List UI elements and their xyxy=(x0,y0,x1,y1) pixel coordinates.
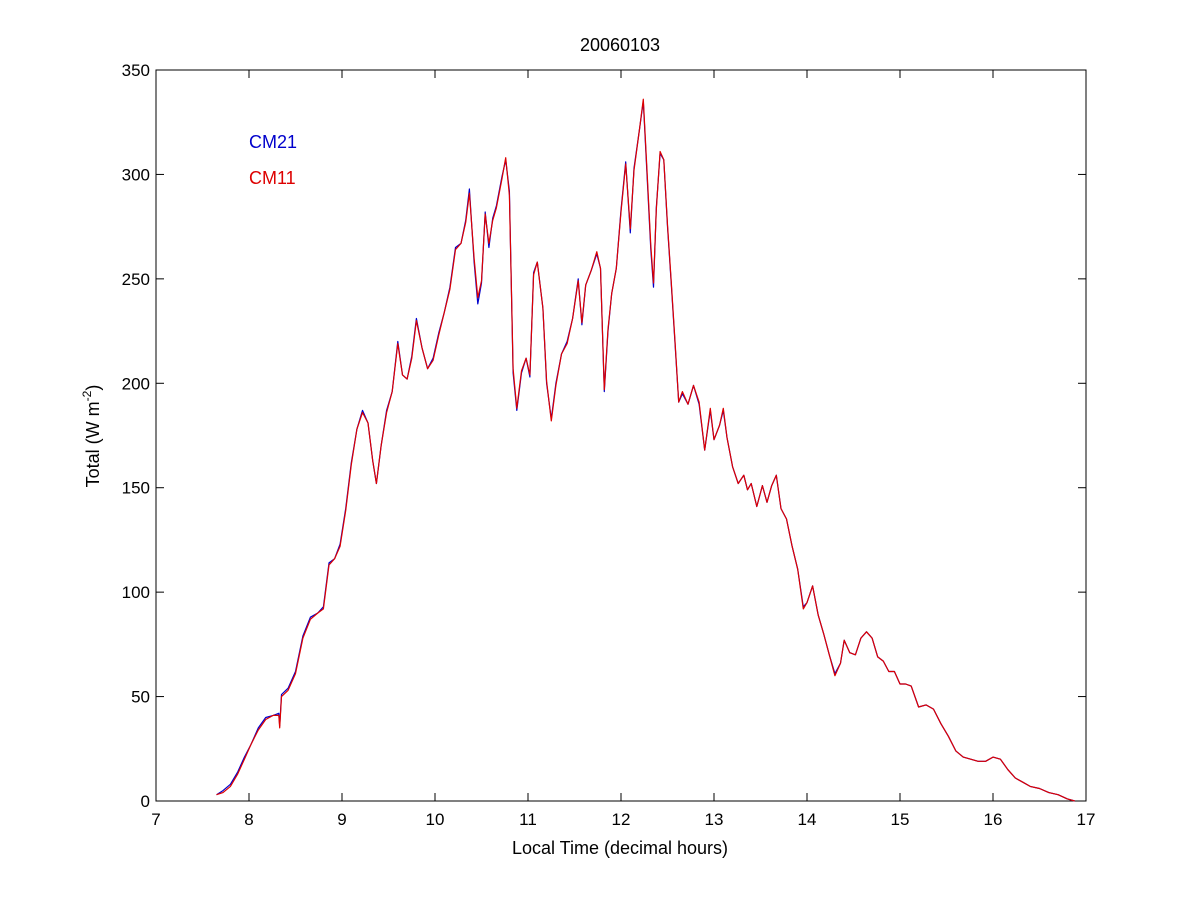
series-layer xyxy=(216,98,1075,802)
x-tick-label: 14 xyxy=(798,810,817,829)
x-axis-ticks: 7 8 9 10 11 12 13 14 15 16 17 xyxy=(151,70,1095,829)
x-tick-label: 16 xyxy=(984,810,1003,829)
y-axis-label-close: ) xyxy=(83,385,103,391)
x-tick-label: 7 xyxy=(151,810,160,829)
y-tick-label: 100 xyxy=(122,583,150,602)
x-axis-label: Local Time (decimal hours) xyxy=(512,838,728,858)
x-tick-label: 15 xyxy=(891,810,910,829)
y-axis-label-superscript: -2 xyxy=(80,390,94,401)
legend-entry-cm21: CM21 xyxy=(249,132,297,152)
y-tick-label: 300 xyxy=(122,165,150,184)
y-tick-label: 200 xyxy=(122,374,150,393)
x-tick-label: 13 xyxy=(705,810,724,829)
x-tick-label: 10 xyxy=(426,810,445,829)
x-tick-label: 9 xyxy=(337,810,346,829)
y-axis-ticks: 0 50 100 150 200 250 300 350 xyxy=(122,61,1086,811)
y-tick-label: 50 xyxy=(131,688,150,707)
x-tick-label: 8 xyxy=(244,810,253,829)
y-tick-label: 0 xyxy=(141,792,150,811)
legend-entry-cm11: CM11 xyxy=(249,168,296,188)
legend: CM21 CM11 xyxy=(249,132,297,188)
y-tick-label: 150 xyxy=(122,479,150,498)
y-tick-label: 350 xyxy=(122,61,150,80)
x-tick-label: 17 xyxy=(1077,810,1096,829)
y-axis-label: Total (W m-2) xyxy=(80,385,103,488)
x-tick-label: 11 xyxy=(519,810,537,829)
x-tick-label: 12 xyxy=(612,810,631,829)
series-line-cm11 xyxy=(216,98,1075,802)
y-tick-label: 250 xyxy=(122,270,150,289)
y-axis-label-main: Total (W m xyxy=(83,401,103,487)
chart-title: 20060103 xyxy=(580,35,660,55)
